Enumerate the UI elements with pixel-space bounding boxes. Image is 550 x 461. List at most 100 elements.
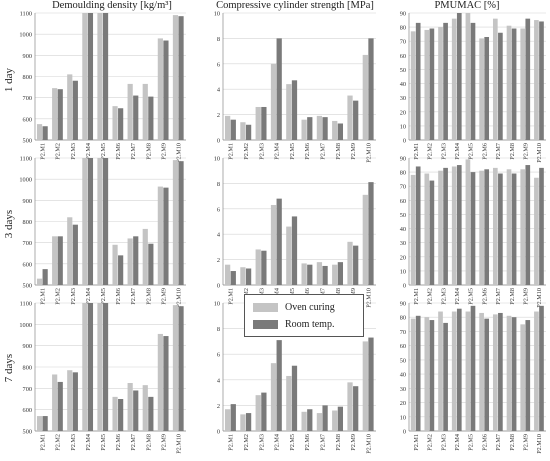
x-tick-label: P2.M2 — [243, 434, 250, 451]
x-tick-label: P2.M1 — [413, 434, 420, 451]
y-tick-label: 60 — [400, 53, 406, 60]
x-tick-label: P2.M10 — [536, 143, 543, 163]
x-tick-label: P2.M5 — [468, 143, 475, 160]
x-tick-label: P2.M10 — [365, 434, 372, 454]
bar-room-p2-m1 — [42, 126, 48, 140]
x-tick-label: P2.M7 — [130, 434, 137, 451]
y-tick-label: 900 — [23, 343, 32, 350]
bar-room-p2-m2 — [57, 381, 63, 431]
y-tick-label: 60 — [400, 198, 406, 205]
y-tick-label: 0 — [403, 429, 406, 436]
bar-oven-p2-m7 — [492, 167, 498, 285]
x-tick-label: P2.M3 — [70, 288, 77, 305]
y-tick-label: 10 — [214, 301, 220, 308]
bar-oven-p2-m7 — [316, 115, 323, 140]
x-tick-label: P2.M10 — [536, 288, 543, 308]
x-tick-label: P2.M10 — [365, 143, 372, 163]
bar-room-p2-m6 — [118, 255, 124, 285]
x-tick-label: P2.M5 — [468, 434, 475, 451]
x-tick-label: P2.M10 — [175, 434, 182, 454]
y-tick-label: 80 — [400, 25, 406, 32]
bar-oven-p2-m10 — [534, 20, 539, 140]
y-tick-label: 10 — [400, 414, 406, 421]
bar-oven-p2-m7 — [127, 83, 133, 140]
y-tick-label: 20 — [400, 109, 406, 116]
bar-oven-p2-m10 — [362, 194, 368, 285]
y-tick-label: 700 — [23, 95, 32, 102]
bar-room-p2-m4 — [456, 13, 462, 140]
y-tick-label: 2 — [217, 257, 220, 264]
bar-room-p2-m3 — [72, 372, 78, 431]
x-tick-label: P2.M8 — [145, 288, 152, 305]
bar-room-p2-m7 — [498, 173, 503, 285]
bar-room-p2-m7 — [133, 390, 139, 431]
bar-oven-p2-m5 — [465, 159, 471, 285]
y-tick-label: 80 — [400, 170, 406, 177]
x-tick-label: P2.M1 — [413, 143, 420, 160]
y-tick-label: 6 — [217, 352, 220, 359]
y-tick-label: 90 — [400, 301, 406, 308]
bar-oven-p2-m3 — [438, 27, 443, 140]
x-tick-label: P2.M1 — [228, 143, 235, 160]
bar-room-p2-m6 — [484, 318, 490, 431]
bar-room-p2-m10 — [368, 182, 374, 285]
bar-room-p2-m3 — [443, 167, 448, 285]
bar-room-p2-m8 — [148, 243, 154, 285]
bar-oven-p2-m10 — [362, 54, 368, 140]
panel-1-3: 0 10 20 30 40 50 60 70 80 90 P2.M1 P2.M2 P2.M3 P2.M4 P… — [400, 11, 546, 163]
x-tick-label: P2.M10 — [365, 288, 372, 308]
legend-item-oven: Oven curing — [253, 302, 335, 313]
bar-room-p2-m10 — [178, 16, 184, 140]
bar-room-p2-m2 — [245, 268, 252, 285]
bar-room-p2-m8 — [337, 406, 344, 431]
x-tick-label: P2.M9 — [350, 434, 357, 451]
y-tick-label: 70 — [400, 184, 406, 191]
bar-oven-p2-m6 — [112, 106, 118, 140]
bar-oven-p2-m1 — [224, 264, 231, 285]
bar-oven-p2-m5 — [286, 375, 292, 431]
bar-room-p2-m4 — [456, 308, 462, 431]
x-tick-label: P2.M5 — [100, 434, 107, 451]
x-tick-label: P2.M2 — [55, 434, 62, 451]
bar-oven-p2-m7 — [492, 314, 498, 431]
x-tick-label: P2.M3 — [440, 143, 447, 160]
bar-oven-p2-m4 — [270, 204, 277, 285]
bar-room-p2-m8 — [148, 396, 154, 431]
y-tick-label: 1000 — [19, 322, 32, 329]
x-tick-label: P2.M5 — [100, 288, 107, 305]
x-tick-label: P2.M9 — [522, 434, 529, 451]
bar-oven-p2-m6 — [301, 411, 307, 431]
bar-oven-p2-m2 — [424, 317, 430, 431]
bar-room-p2-m5 — [102, 158, 109, 285]
bar-oven-p2-m9 — [347, 241, 353, 285]
y-tick-label: 90 — [400, 11, 406, 18]
column-title-pmumac: PMUMAC [%] — [434, 0, 500, 11]
bar-oven-p2-m9 — [347, 95, 353, 140]
bar-room-p2-m1 — [42, 416, 48, 431]
bar-room-p2-m7 — [322, 405, 328, 431]
bar-oven-p2-m6 — [112, 396, 118, 431]
bar-oven-p2-m9 — [157, 38, 163, 140]
x-tick-label: P2.M1 — [40, 288, 47, 305]
bar-room-p2-m1 — [230, 404, 236, 431]
y-tick-label: 40 — [400, 81, 406, 88]
bar-oven-p2-m4 — [82, 158, 88, 285]
bar-oven-p2-m3 — [438, 311, 443, 431]
bar-oven-p2-m5 — [465, 311, 471, 431]
x-tick-label: P2.M5 — [289, 143, 296, 160]
x-tick-label: P2.M7 — [130, 288, 137, 305]
bar-oven-p2-m10 — [172, 160, 179, 285]
legend-item-room: Room temp. — [253, 319, 334, 330]
x-tick-label: P2.M7 — [319, 434, 326, 451]
bar-oven-p2-m6 — [479, 38, 484, 140]
bar-room-p2-m5 — [470, 22, 476, 140]
x-tick-label: P2.M7 — [495, 288, 502, 305]
x-tick-label: P2.M8 — [335, 143, 342, 160]
bar-room-p2-m5 — [102, 303, 109, 431]
panel-2-1: 500 600 700 800 900 1000 1100 P2.M1 P2.M2 P2.M3 P2… — [19, 156, 186, 308]
bar-room-p2-m1 — [415, 166, 421, 285]
y-tick-label: 700 — [23, 240, 32, 247]
x-tick-label: P2.M8 — [509, 288, 516, 305]
y-tick-label: 50 — [400, 212, 406, 219]
bar-oven-p2-m4 — [270, 63, 277, 140]
